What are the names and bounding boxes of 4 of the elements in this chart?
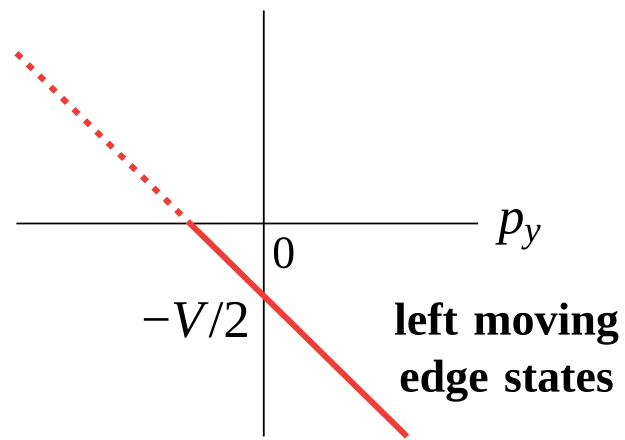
annotation: −V/2 bbox=[144, 302, 247, 338]
series-label: left moving edge states bbox=[394, 302, 618, 402]
annotation: 0 bbox=[274, 237, 294, 268]
x-axis-title: p$_{y}$ bbox=[495, 209, 541, 250]
